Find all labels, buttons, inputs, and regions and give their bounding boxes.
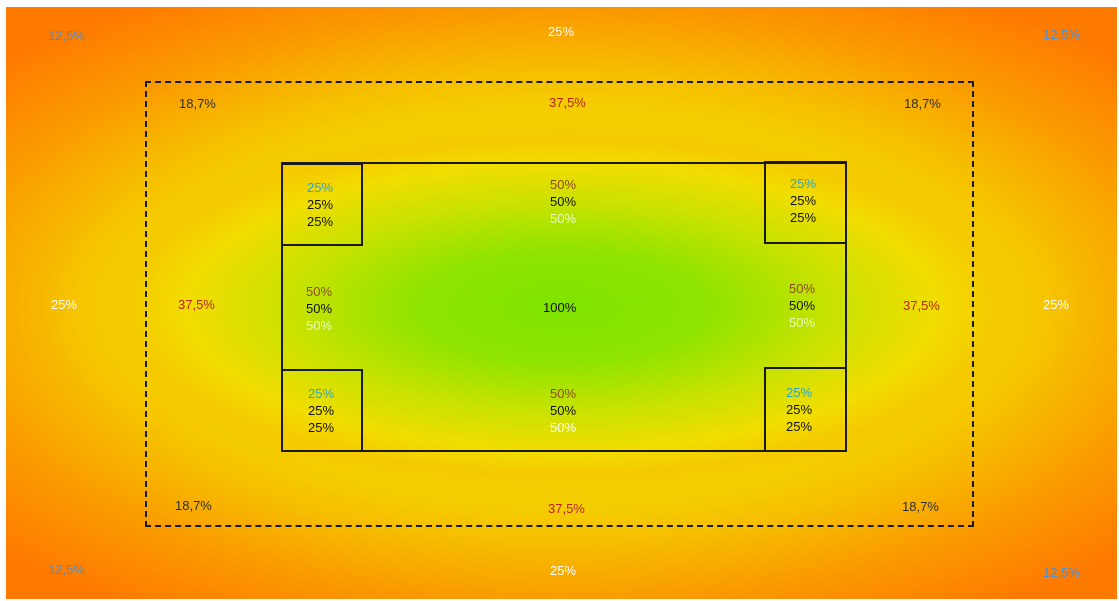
center-label: 100% [543, 300, 577, 315]
corner-value: 25% [785, 385, 813, 400]
corner-top-right-values: 25% 25% 25% [773, 175, 833, 226]
edge-left-values: 50% 50% 50% [289, 283, 349, 334]
edge-value: 50% [549, 420, 577, 435]
corner-value: 25% [789, 176, 817, 191]
outer-bottom-left-label: 12,5% [48, 562, 85, 577]
dashed-middle-right-label: 37,5% [903, 298, 940, 313]
inner-zone-border [281, 162, 847, 452]
edge-value: 50% [305, 318, 333, 333]
corner-value: 25% [306, 214, 334, 229]
corner-value: 25% [785, 402, 813, 417]
dashed-top-right-label: 18,7% [904, 96, 941, 111]
heat-diagram: 12,5% 25% 12,5% 25% 25% 12,5% 25% 12,5% … [6, 7, 1117, 599]
corner-value: 25% [307, 386, 335, 401]
edge-value: 50% [788, 281, 816, 296]
corner-value: 25% [307, 403, 335, 418]
corner-value: 25% [789, 210, 817, 225]
dashed-zone-border [145, 81, 974, 527]
dashed-bottom-left-label: 18,7% [175, 498, 212, 513]
corner-value: 25% [306, 197, 334, 212]
edge-value: 50% [549, 386, 577, 401]
dashed-top-center-label: 37,5% [549, 95, 586, 110]
corner-square-bottom-left [281, 369, 363, 452]
dashed-top-left-label: 18,7% [179, 96, 216, 111]
outer-top-left-label: 12,5% [48, 28, 85, 43]
edge-value: 50% [549, 403, 577, 418]
edge-value: 50% [549, 211, 577, 226]
outer-top-center-label: 25% [548, 24, 575, 39]
corner-square-bottom-right [764, 367, 847, 452]
edge-value: 50% [549, 194, 577, 209]
outer-top-right-label: 12,5% [1043, 27, 1080, 42]
outer-bottom-right-label: 12,5% [1043, 565, 1080, 580]
edge-value: 50% [788, 315, 816, 330]
dashed-middle-left-label: 37,5% [178, 297, 215, 312]
outer-bottom-center-label: 25% [550, 563, 577, 578]
edge-value: 50% [788, 298, 816, 313]
edge-right-values: 50% 50% 50% [772, 280, 832, 331]
outer-middle-left-label: 25% [51, 297, 78, 312]
edge-value: 50% [549, 177, 577, 192]
corner-square-top-right [764, 161, 847, 244]
dashed-bottom-center-label: 37,5% [548, 501, 585, 516]
edge-top-values: 50% 50% 50% [533, 176, 593, 227]
corner-square-top-left [281, 163, 363, 246]
edge-bottom-values: 50% 50% 50% [533, 385, 593, 436]
dashed-bottom-right-label: 18,7% [902, 499, 939, 514]
corner-value: 25% [306, 180, 334, 195]
corner-value: 25% [307, 420, 335, 435]
edge-value: 50% [305, 301, 333, 316]
corner-value: 25% [789, 193, 817, 208]
corner-bottom-right-values: 25% 25% 25% [769, 384, 829, 435]
outer-middle-right-label: 25% [1043, 297, 1070, 312]
corner-bottom-left-values: 25% 25% 25% [291, 385, 351, 436]
corner-value: 25% [785, 419, 813, 434]
edge-value: 50% [305, 284, 333, 299]
corner-top-left-values: 25% 25% 25% [290, 179, 350, 230]
